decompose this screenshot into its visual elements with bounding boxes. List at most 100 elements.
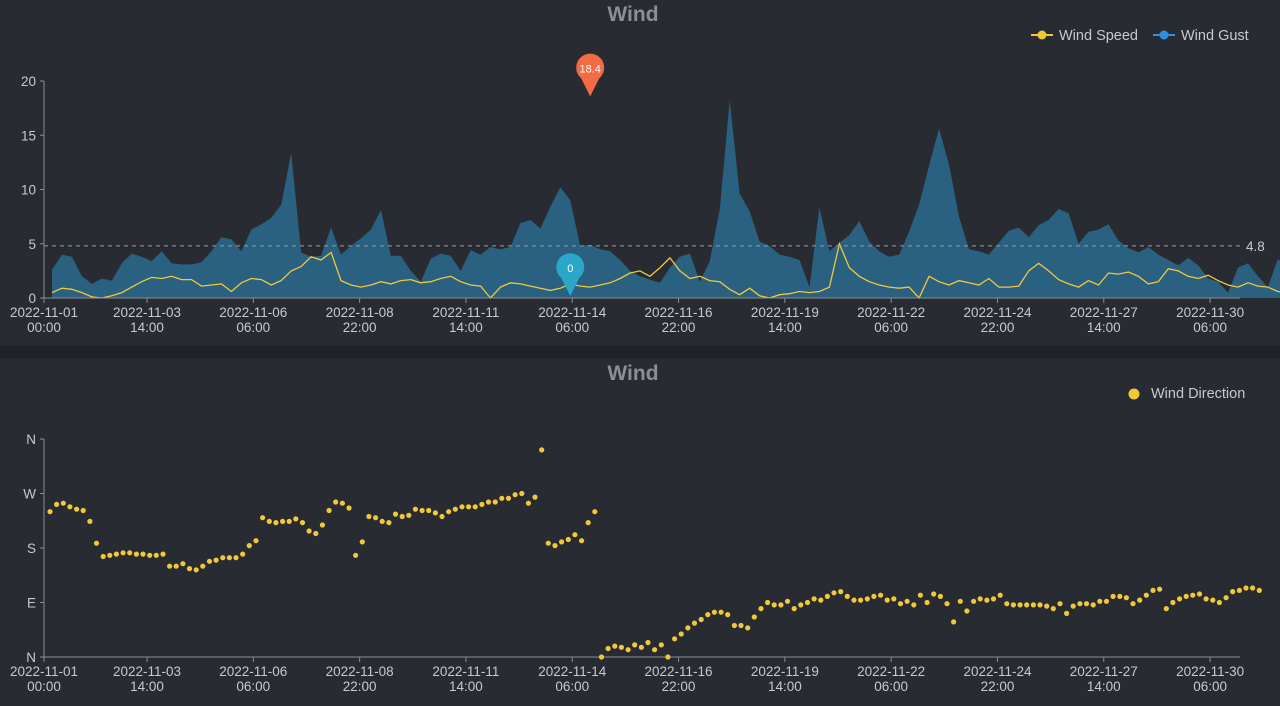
wind-direction-point <box>133 551 139 557</box>
wind-direction-point <box>60 500 66 506</box>
wind-direction-point <box>160 551 166 557</box>
x-tick-label-time: 22:00 <box>662 320 696 335</box>
wind-direction-point <box>147 552 153 558</box>
wind-direction-point <box>200 563 206 569</box>
wind-direction-point <box>1064 610 1070 616</box>
y-tick-label: 20 <box>21 74 36 89</box>
wind-direction-point <box>904 598 910 604</box>
wind-direction-point <box>937 593 944 599</box>
wind-direction-point <box>1024 602 1030 608</box>
wind-direction-point <box>406 512 412 518</box>
wind-direction-point <box>1150 587 1156 593</box>
wind-direction-point <box>1077 601 1083 607</box>
wind-direction-point <box>167 563 173 569</box>
wind-direction-point <box>791 606 797 612</box>
wind-direction-point <box>153 552 159 558</box>
wind-direction-point <box>632 642 638 648</box>
wind-direction-point <box>213 557 219 563</box>
x-tick-label-date: 2022-11-22 <box>857 664 925 679</box>
wind-direction-point <box>1017 602 1023 608</box>
y-tick-label: 0 <box>28 291 36 306</box>
x-tick-label-time: 14:00 <box>768 320 802 335</box>
wind-direction-point <box>186 566 193 572</box>
x-tick-label-date: 2022-11-06 <box>219 305 287 320</box>
wind-direction-point <box>738 622 744 629</box>
wind-direction-point <box>386 520 392 526</box>
wind-direction-point <box>552 543 558 549</box>
x-tick-label-date: 2022-11-08 <box>326 305 394 320</box>
wind-direction-point <box>977 596 983 602</box>
wind-direction-point <box>1030 602 1036 608</box>
wind-direction-point <box>379 518 385 524</box>
wind-direction-point <box>964 608 970 614</box>
wind-speed-gust-chart: Wind Wind Speed Wind Gust 4.8 0 5 10 15 20 202… <box>10 3 1280 335</box>
wind-direction-point <box>765 599 771 606</box>
wind-direction-point <box>87 518 93 524</box>
x-tick-label-time: 14:00 <box>130 679 164 694</box>
chart-title: Wind <box>607 3 658 26</box>
wind-direction-point <box>605 645 611 652</box>
wind-direction-point <box>479 501 485 507</box>
wind-direction-point <box>598 654 605 660</box>
y-tick-label: N <box>26 650 36 665</box>
wind-direction-point <box>698 616 704 623</box>
wind-direction-point <box>691 620 698 626</box>
wind-direction-point <box>532 494 538 500</box>
pin-marker-icon <box>556 253 585 296</box>
legend-item-wind-gust[interactable]: Wind Gust <box>1153 28 1249 44</box>
wind-direction-point <box>246 543 252 549</box>
wind-direction-point <box>505 495 512 501</box>
wind-direction-point <box>984 597 990 603</box>
wind-direction-point <box>844 593 850 599</box>
wind-direction-point <box>1083 601 1090 607</box>
legend-label-wind-speed: Wind Speed <box>1059 28 1138 44</box>
wind-direction-point <box>625 647 631 653</box>
wind-direction-point <box>1117 593 1123 599</box>
wind-direction-point <box>519 490 525 497</box>
x-tick-label-date: 2022-11-30 <box>1176 305 1244 320</box>
wind-direction-point <box>731 622 738 629</box>
x-tick-label-date: 2022-11-16 <box>645 664 713 679</box>
x-tick-label-time: 06:00 <box>1193 679 1227 694</box>
legend-item-wind-direction[interactable]: Wind Direction <box>1128 386 1246 402</box>
wind-direction-point <box>884 597 890 603</box>
wind-direction-point <box>373 515 379 521</box>
wind-direction-point <box>226 555 232 561</box>
x-tick-label-date: 2022-11-14 <box>538 305 607 320</box>
wind-direction-point <box>426 507 432 514</box>
wind-direction-point <box>492 499 498 505</box>
wind-direction-point <box>193 567 199 573</box>
y-tick-label: S <box>27 541 36 556</box>
wind-direction-point <box>665 654 671 660</box>
wind-direction-point <box>120 550 126 556</box>
wind-chart-panel: Wind Wind Speed Wind Gust 4.8 0 5 10 15 20 202… <box>0 0 1280 346</box>
x-tick-label-time: 22:00 <box>662 679 696 694</box>
x-tick-label-time: 14:00 <box>768 679 802 694</box>
wind-direction-point <box>253 538 259 544</box>
plot-area: NESWN2022-11-0100:002022-11-0314:002022-… <box>10 432 1262 694</box>
panel-divider <box>0 346 1280 358</box>
wind-direction-point <box>107 552 113 558</box>
wind-direction-point <box>745 625 751 631</box>
wind-direction-point <box>67 504 73 510</box>
y-tick-label: 5 <box>28 237 36 252</box>
wind-direction-point <box>180 561 186 567</box>
legend-item-wind-speed[interactable]: Wind Speed <box>1031 28 1138 44</box>
wind-direction-point <box>911 602 917 608</box>
legend[interactable]: Wind Speed Wind Gust <box>1031 28 1249 44</box>
wind-direction-panel: Wind Wind Direction N E S W N 2022-11-01 00:00… <box>0 358 1280 706</box>
legend-dot-icon <box>1159 30 1169 40</box>
wind-direction-point <box>1190 592 1196 598</box>
wind-direction-point <box>798 602 804 608</box>
wind-direction-point <box>299 520 306 526</box>
x-tick-label-time: 14:00 <box>1087 679 1121 694</box>
wind-direction-point <box>658 642 664 648</box>
wind-direction-point <box>751 614 757 620</box>
wind-direction-point <box>392 511 399 517</box>
wind-direction-point <box>353 552 359 558</box>
wind-direction-point <box>266 518 272 524</box>
plot-area: 4.8051015202022-11-0100:002022-11-0314:0… <box>10 53 1280 335</box>
wind-direction-point <box>831 590 837 596</box>
wind-direction-point <box>771 602 777 608</box>
wind-direction-point <box>1143 592 1149 598</box>
